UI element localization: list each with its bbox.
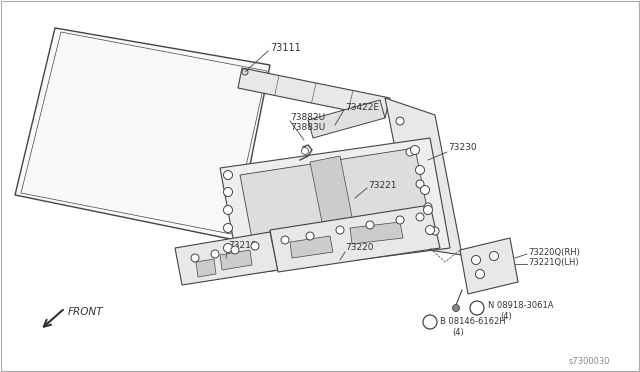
Circle shape bbox=[396, 117, 404, 125]
Circle shape bbox=[223, 170, 232, 180]
Circle shape bbox=[424, 203, 432, 211]
Text: 73221: 73221 bbox=[368, 180, 397, 189]
Circle shape bbox=[472, 256, 481, 264]
Polygon shape bbox=[385, 98, 462, 255]
Text: B 08146-6162H: B 08146-6162H bbox=[440, 317, 506, 327]
Text: B: B bbox=[427, 317, 433, 327]
Polygon shape bbox=[220, 138, 450, 275]
Circle shape bbox=[423, 315, 437, 329]
Text: (4): (4) bbox=[500, 311, 512, 321]
Circle shape bbox=[490, 251, 499, 260]
Text: (4): (4) bbox=[452, 327, 464, 337]
Text: s7300030: s7300030 bbox=[568, 357, 610, 366]
Circle shape bbox=[426, 225, 435, 234]
Polygon shape bbox=[15, 28, 270, 240]
Text: N: N bbox=[474, 304, 480, 312]
Circle shape bbox=[191, 254, 199, 262]
Polygon shape bbox=[308, 100, 385, 138]
Circle shape bbox=[306, 232, 314, 240]
Text: FRONT: FRONT bbox=[68, 307, 104, 317]
Text: N 08918-3061A: N 08918-3061A bbox=[488, 301, 554, 311]
Text: 73221Q(LH): 73221Q(LH) bbox=[528, 257, 579, 266]
Circle shape bbox=[301, 148, 308, 154]
Polygon shape bbox=[238, 68, 390, 118]
Text: 73230: 73230 bbox=[448, 144, 477, 153]
Polygon shape bbox=[196, 259, 216, 277]
Polygon shape bbox=[270, 205, 440, 272]
Circle shape bbox=[336, 226, 344, 234]
Circle shape bbox=[211, 250, 219, 258]
Circle shape bbox=[476, 269, 484, 279]
Circle shape bbox=[431, 227, 439, 235]
Circle shape bbox=[416, 180, 424, 188]
Text: 73882U: 73882U bbox=[290, 113, 325, 122]
Text: 73210: 73210 bbox=[228, 241, 257, 250]
Circle shape bbox=[406, 148, 414, 156]
Polygon shape bbox=[350, 222, 403, 244]
Circle shape bbox=[416, 213, 424, 221]
Polygon shape bbox=[240, 148, 433, 265]
Text: 73422E: 73422E bbox=[345, 103, 379, 112]
Circle shape bbox=[410, 145, 419, 154]
Circle shape bbox=[281, 236, 289, 244]
Circle shape bbox=[452, 305, 460, 311]
Polygon shape bbox=[460, 238, 518, 294]
Polygon shape bbox=[175, 232, 278, 285]
Circle shape bbox=[223, 224, 232, 232]
Circle shape bbox=[223, 205, 232, 215]
Circle shape bbox=[415, 166, 424, 174]
Text: 73883U: 73883U bbox=[290, 124, 325, 132]
Polygon shape bbox=[220, 250, 252, 270]
Text: 73220: 73220 bbox=[345, 244, 374, 253]
Circle shape bbox=[420, 186, 429, 195]
Circle shape bbox=[366, 221, 374, 229]
Text: 73111: 73111 bbox=[270, 43, 301, 53]
Circle shape bbox=[223, 244, 232, 253]
Polygon shape bbox=[290, 236, 333, 258]
Polygon shape bbox=[310, 156, 355, 237]
Circle shape bbox=[251, 242, 259, 250]
Circle shape bbox=[470, 301, 484, 315]
Text: 73220Q(RH): 73220Q(RH) bbox=[528, 247, 580, 257]
Circle shape bbox=[396, 216, 404, 224]
Circle shape bbox=[231, 246, 239, 254]
Circle shape bbox=[424, 205, 433, 215]
Circle shape bbox=[223, 187, 232, 196]
